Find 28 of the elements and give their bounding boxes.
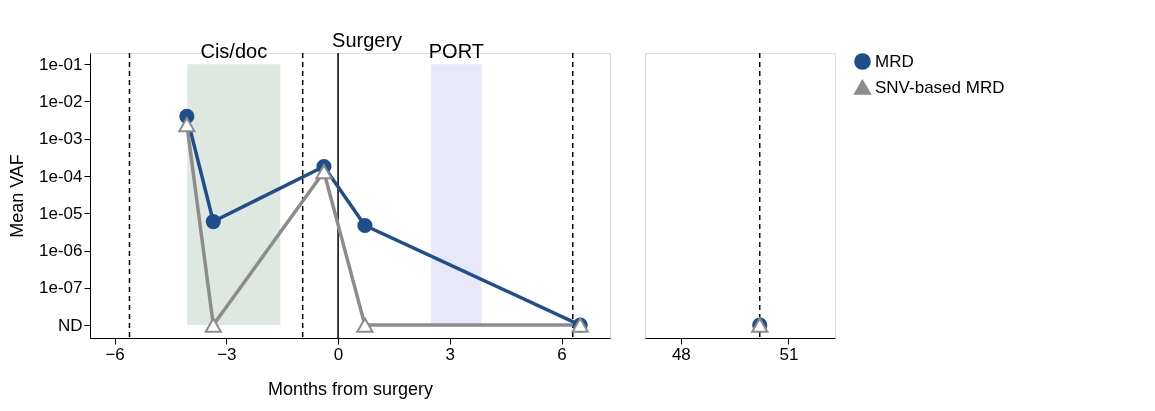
y-tick-label: 1e-01 <box>39 54 83 74</box>
point <box>204 317 222 333</box>
y-tick-label: 1e-03 <box>39 129 83 149</box>
point <box>357 217 373 234</box>
band-label: Cis/doc <box>200 40 268 63</box>
x-tick-label: 48 <box>671 344 691 364</box>
x-tick-label: −6 <box>105 344 125 364</box>
x-tick-label: 51 <box>779 344 799 364</box>
point <box>356 317 374 333</box>
y-tick-label: 1e-07 <box>39 278 83 298</box>
y-tick-label: 1e-04 <box>39 166 83 186</box>
y-tick-label: 1e-05 <box>39 203 83 223</box>
x-axis-title: Months from surgery <box>267 378 434 399</box>
band-label: PORT <box>428 40 484 63</box>
point <box>178 117 196 133</box>
legend-label: SNV-based MRD <box>875 77 1005 97</box>
ref-line-label: Surgery <box>332 29 403 51</box>
y-tick-label: ND <box>57 315 83 335</box>
x-tick-label: −3 <box>217 344 237 364</box>
point <box>205 213 221 230</box>
x-tick-label: 0 <box>333 344 344 364</box>
y-tick-label: 1e-02 <box>39 91 83 111</box>
y-tick-label: 1e-06 <box>39 241 83 261</box>
point <box>315 164 333 180</box>
x-tick-label: 3 <box>445 344 456 364</box>
x-tick-label: 6 <box>557 344 567 364</box>
legend-label: MRD <box>875 51 914 71</box>
y-axis-title: Mean VAF <box>7 154 28 238</box>
